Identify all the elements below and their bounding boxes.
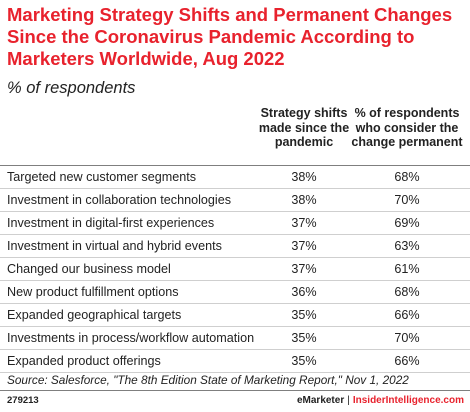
- strategy-shift-value: 35%: [291, 354, 317, 368]
- brand-emarketer: eMarketer: [296, 395, 345, 406]
- row-label: Investment in digital-first experiences: [7, 216, 215, 230]
- permanent-change-value: 63%: [394, 239, 420, 253]
- row-label: New product fulfillment options: [7, 285, 179, 299]
- row-label: Investment in collaboration technologies: [7, 193, 232, 207]
- brand-insider-intelligence[interactable]: InsiderIntelligence.com: [352, 395, 464, 406]
- strategy-shift-value: 36%: [291, 285, 317, 299]
- brand-footer: eMarketer | InsiderIntelligence.com: [297, 394, 464, 408]
- table-row: Investment in virtual and hybrid events 3…: [0, 235, 470, 258]
- table-row: Changed our business model 37% 61%: [0, 258, 470, 281]
- row-label: Expanded product offerings: [7, 354, 161, 368]
- table-body: Targeted new customer segments 38% 68% Inve…: [0, 166, 470, 373]
- strategy-shift-value: 38%: [291, 193, 317, 207]
- source-note: Source: Salesforce, "The 8th Edition Sta…: [7, 373, 409, 387]
- chart-id: 279213: [7, 395, 39, 406]
- permanent-change-value: 70%: [394, 331, 420, 345]
- row-label: Expanded geographical targets: [7, 308, 182, 322]
- strategy-shift-value: 37%: [291, 216, 317, 230]
- footer-divider: [0, 390, 470, 391]
- row-label: Changed our business model: [7, 262, 171, 276]
- brand-separator: |: [347, 395, 350, 406]
- permanent-change-value: 66%: [394, 308, 420, 322]
- table-row: Investment in digital-first experiences 3…: [0, 212, 470, 235]
- permanent-change-value: 69%: [394, 216, 420, 230]
- row-label: Investment in virtual and hybrid events: [7, 239, 222, 253]
- table-row: New product fulfillment options 36% 68%: [0, 281, 470, 304]
- permanent-change-value: 61%: [394, 262, 420, 276]
- permanent-change-value: 70%: [394, 193, 420, 207]
- column-header-change-permanent: % of respondents who consider the change…: [351, 106, 463, 149]
- strategy-shift-value: 35%: [291, 331, 317, 345]
- strategy-shift-value: 35%: [291, 308, 317, 322]
- chart-title: Marketing Strategy Shifts and Permanent …: [7, 4, 453, 69]
- strategy-shift-value: 37%: [291, 239, 317, 253]
- row-label: Targeted new customer segments: [7, 170, 196, 184]
- strategy-shift-value: 37%: [291, 262, 317, 276]
- table-row: Investments in process/workflow automati…: [0, 327, 470, 350]
- chart-subtitle: % of respondents: [7, 79, 136, 97]
- permanent-change-value: 68%: [394, 285, 420, 299]
- table-row: Expanded product offerings 35% 66%: [0, 350, 470, 373]
- row-label: Investments in process/workflow automati…: [7, 331, 255, 345]
- permanent-change-value: 66%: [394, 354, 420, 368]
- table-row: Targeted new customer segments 38% 68%: [0, 166, 470, 189]
- table-row: Expanded geographical targets 35% 66%: [0, 304, 470, 327]
- strategy-shift-value: 38%: [291, 170, 317, 184]
- permanent-change-value: 68%: [394, 170, 420, 184]
- header-divider: [0, 165, 470, 166]
- column-header-strategy-shifts: Strategy shifts made since the pandemic: [258, 106, 350, 149]
- table-row: Investment in collaboration technologies…: [0, 189, 470, 212]
